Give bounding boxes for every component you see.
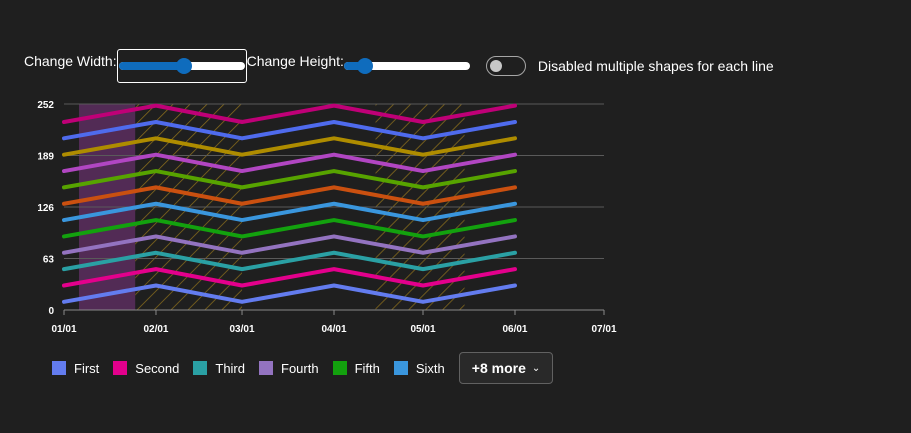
legend-swatch (52, 361, 66, 375)
x-tick-label: 02/01 (143, 324, 168, 335)
more-label: +8 more (471, 360, 526, 376)
multiple-shapes-toggle[interactable] (485, 56, 526, 76)
height-slider-wrap (343, 49, 474, 83)
legend-item-first[interactable]: First (52, 361, 99, 376)
x-tick-label: 06/01 (502, 324, 527, 335)
y-tick-label: 126 (37, 203, 54, 214)
x-tick-label: 05/01 (410, 324, 435, 335)
line-chart: 0 63 126 189 252 01/01 02/01 03/01 04/01 05/01 06/… (37, 100, 617, 335)
chart-controls: Change Width: Change Height: Disabled mu… (24, 48, 774, 84)
x-tick-label: 04/01 (321, 324, 346, 335)
x-tick-label: 07/01 (591, 324, 616, 335)
height-slider-fill (343, 62, 366, 70)
series-line-3 (62, 250, 517, 272)
legend-swatch (193, 361, 208, 375)
series-line-6 (62, 201, 517, 223)
legend-label: Sixth (415, 360, 445, 376)
change-height-label: Change Height: (246, 53, 344, 69)
y-tick-label: 189 (37, 152, 54, 163)
height-slider-thumb[interactable] (357, 58, 374, 74)
legend-label: Fourth (281, 360, 319, 376)
legend-label: First (74, 360, 100, 376)
width-slider-focus-box (116, 49, 247, 83)
axes: 0 63 126 189 252 01/01 02/01 03/01 04/01 05/01 06/… (37, 100, 617, 335)
y-tick-label: 0 (48, 306, 54, 317)
height-slider[interactable] (343, 58, 470, 74)
series-line-5 (62, 218, 517, 239)
toggle-label: Disabled multiple shapes for each line (537, 58, 774, 74)
series-line-12 (62, 103, 517, 124)
legend-item-fourth[interactable]: Fourth (259, 361, 319, 376)
legend-label: Second (135, 360, 180, 376)
legend-label: Fifth (354, 360, 380, 376)
series-line-7 (62, 185, 517, 206)
series-lines (62, 103, 517, 304)
series-line-4 (62, 234, 517, 255)
x-tick-label: 01/01 (51, 324, 76, 335)
legend-swatch (332, 361, 347, 375)
series-line-11 (62, 119, 517, 141)
y-tick-label: 252 (37, 100, 54, 111)
series-line-10 (62, 136, 517, 157)
y-tick-label: 63 (43, 255, 55, 266)
legend-swatch (259, 361, 273, 375)
width-slider-fill (118, 62, 185, 70)
series-line-2 (62, 267, 517, 288)
legend-items: First Second Third Fourth Fifth Sixth (52, 361, 459, 376)
width-slider[interactable] (118, 58, 245, 74)
series-line-9 (62, 152, 517, 174)
legend-swatch (393, 361, 408, 375)
legend: First Second Third Fourth Fifth Sixth +8 more… (52, 352, 554, 384)
toggle-knob (489, 60, 502, 72)
x-tick-label: 03/01 (230, 324, 255, 335)
legend-item-fifth[interactable]: Fifth (332, 360, 380, 376)
legend-item-sixth[interactable]: Sixth (393, 360, 445, 376)
legend-label: Third (215, 360, 245, 376)
width-slider-thumb[interactable] (176, 58, 193, 74)
series-line-8 (62, 169, 517, 190)
legend-more-button[interactable]: +8 more ⌄ (458, 352, 554, 384)
chevron-down-icon: ⌄ (531, 362, 541, 374)
legend-item-second[interactable]: Second (113, 361, 179, 376)
legend-swatch (113, 361, 128, 375)
legend-item-third[interactable]: Third (193, 361, 245, 376)
change-width-label: Change Width: (24, 53, 117, 69)
series-line-1 (62, 283, 517, 304)
